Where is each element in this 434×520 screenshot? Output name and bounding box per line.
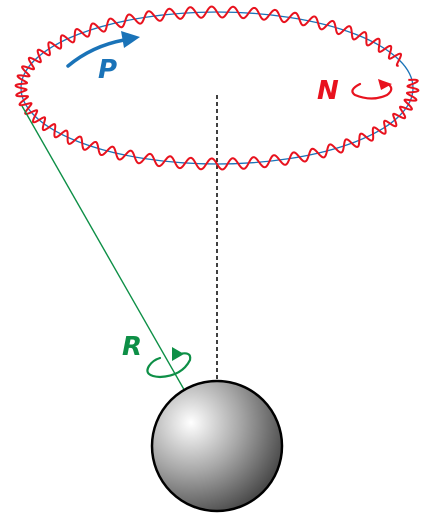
nutation-label: N bbox=[317, 76, 339, 106]
precession-arrow bbox=[66, 38, 126, 68]
nutation-wavy-path bbox=[14, 5, 420, 171]
spin-axis-line bbox=[21, 105, 191, 401]
rotation-arrow bbox=[146, 352, 192, 379]
precession-arrow-head bbox=[121, 31, 140, 48]
spinning-sphere bbox=[150, 379, 284, 513]
precession-label: P bbox=[98, 55, 117, 85]
rotation-label: R bbox=[122, 332, 142, 362]
rotation-arrow-head bbox=[172, 347, 184, 361]
nutation-rotation-arrow-head bbox=[378, 79, 392, 90]
nutation-rotation-arrow bbox=[351, 82, 393, 100]
